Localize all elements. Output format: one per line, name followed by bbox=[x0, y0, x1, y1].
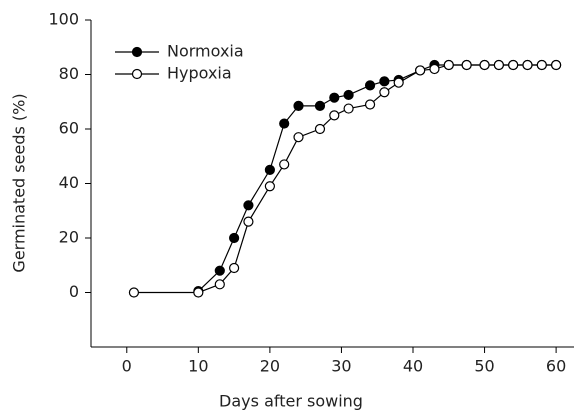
y-tick-label: 0 bbox=[69, 282, 79, 301]
data-point bbox=[279, 159, 290, 170]
y-tick-label: 100 bbox=[48, 10, 79, 29]
data-point bbox=[536, 59, 547, 71]
data-point bbox=[493, 59, 504, 71]
data-point bbox=[243, 216, 254, 227]
x-tick-label: 30 bbox=[331, 357, 351, 376]
data-point bbox=[314, 100, 326, 111]
data-point bbox=[551, 59, 562, 71]
y-tick-label: 40 bbox=[59, 173, 79, 192]
data-point bbox=[279, 118, 290, 129]
x-tick-label: 50 bbox=[474, 357, 494, 376]
data-point bbox=[364, 80, 376, 91]
y-axis-label: Germinated seeds (%) bbox=[10, 93, 29, 272]
data-point bbox=[379, 76, 390, 87]
data-point bbox=[128, 287, 140, 298]
y-tick-label: 80 bbox=[59, 64, 79, 83]
legend-label: Hypoxia bbox=[167, 64, 232, 83]
data-point bbox=[214, 265, 225, 276]
data-point bbox=[229, 232, 240, 244]
data-point bbox=[379, 87, 390, 98]
data-point bbox=[429, 63, 440, 75]
data-point bbox=[243, 200, 254, 211]
data-point bbox=[329, 92, 340, 103]
data-point bbox=[415, 65, 426, 76]
data-point bbox=[508, 59, 519, 71]
data-point bbox=[329, 110, 340, 121]
data-point bbox=[364, 99, 376, 110]
x-tick-label: 0 bbox=[122, 357, 132, 376]
legend-marker bbox=[131, 46, 143, 58]
data-point bbox=[193, 287, 204, 298]
x-tick-label: 10 bbox=[188, 357, 208, 376]
x-tick-label: 20 bbox=[260, 357, 280, 376]
data-point bbox=[461, 59, 472, 71]
data-point bbox=[214, 279, 225, 290]
data-point bbox=[264, 181, 275, 192]
data-point bbox=[293, 132, 304, 143]
y-tick-label: 20 bbox=[59, 228, 79, 247]
data-point bbox=[229, 262, 240, 274]
series-line bbox=[133, 64, 557, 294]
data-point bbox=[343, 89, 354, 101]
data-point bbox=[343, 103, 354, 114]
data-point bbox=[522, 59, 533, 71]
data-point bbox=[393, 77, 404, 88]
x-tick-label: 40 bbox=[403, 357, 423, 376]
data-point bbox=[443, 59, 454, 71]
legend-label: Normoxia bbox=[167, 42, 244, 61]
data-point bbox=[314, 123, 326, 135]
data-point bbox=[293, 100, 304, 111]
legend-marker bbox=[131, 68, 143, 80]
data-point bbox=[264, 164, 275, 175]
x-axis-label: Days after sowing bbox=[219, 392, 363, 411]
y-tick-label: 60 bbox=[59, 119, 79, 138]
data-point bbox=[479, 59, 490, 71]
x-tick-label: 60 bbox=[546, 357, 566, 376]
